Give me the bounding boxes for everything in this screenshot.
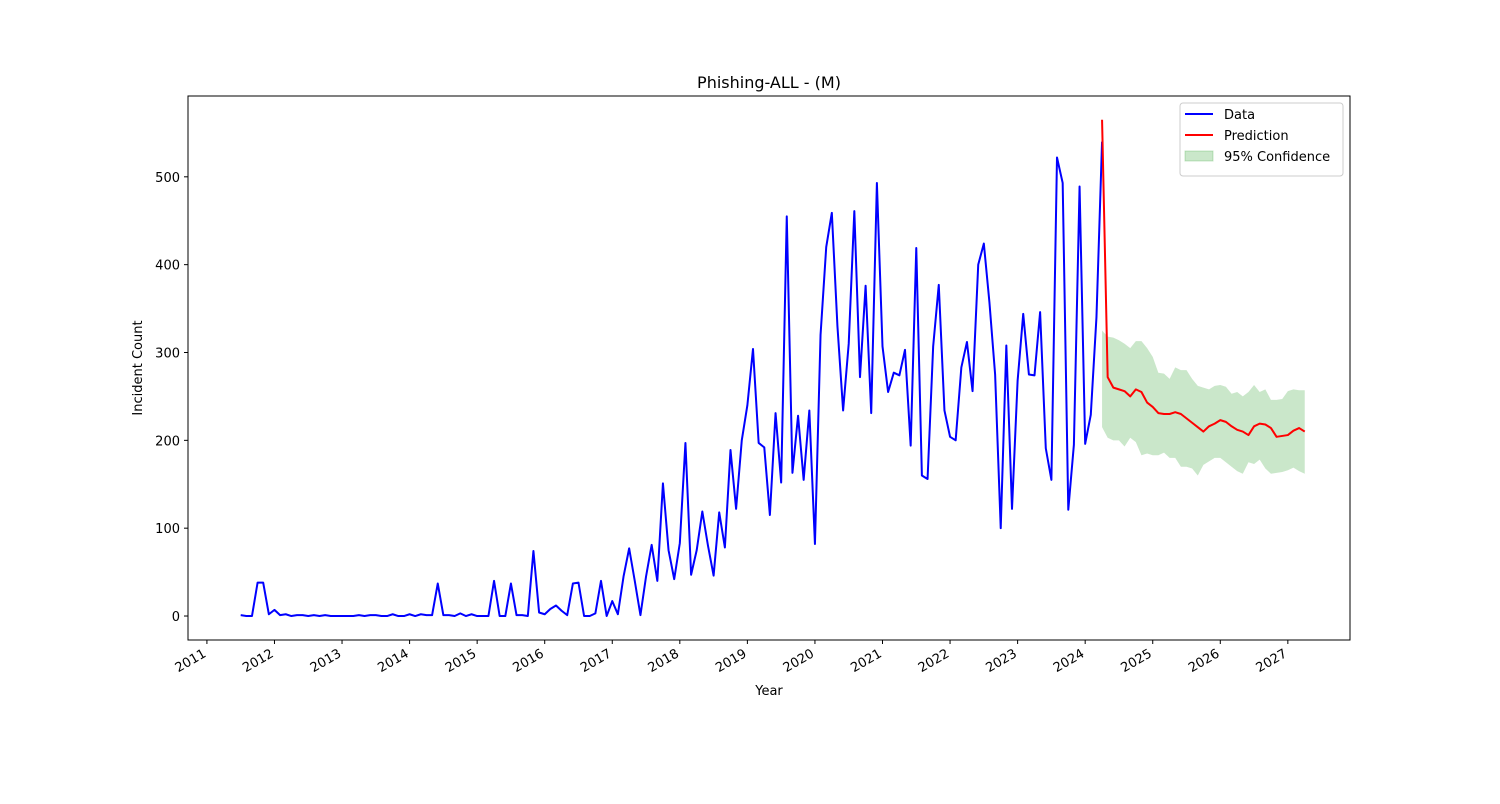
legend-label: 95% Confidence [1224,150,1330,165]
plot-frame [187,95,1351,641]
series-line [1101,119,1306,438]
x-tick-label: 2024 [1051,646,1087,676]
y-tick-label: 300 [155,346,180,361]
x-tick-label: 2022 [916,646,952,676]
x-tick-label: 2027 [1254,646,1290,676]
y-tick-label: 400 [155,259,180,274]
x-tick-label: 2019 [713,646,749,676]
x-tick-label: 2025 [1119,646,1155,676]
x-axis-label: Year [754,684,783,699]
legend-label: Data [1224,108,1255,123]
chart-title: Phishing-ALL - (M) [697,73,841,92]
x-tick-label: 2012 [240,646,276,676]
x-tick-label: 2016 [511,646,547,676]
confidence-band [1102,330,1305,476]
legend-swatch [1184,150,1214,162]
legend-box [1179,102,1344,177]
y-tick-label: 500 [155,171,180,186]
x-tick-label: 2015 [443,646,479,676]
x-tick-label: 2017 [578,646,614,676]
x-tick-label: 2023 [983,646,1019,676]
x-tick-label: 2013 [308,646,344,676]
y-axis-label: Incident Count [131,320,146,415]
x-tick-label: 2021 [848,646,884,676]
x-tick-label: 2014 [375,646,411,676]
y-tick-label: 200 [155,434,180,449]
x-tick-label: 2011 [173,646,209,676]
series-line [240,141,1104,618]
x-tick-label: 2018 [646,646,682,676]
legend-label: Prediction [1224,129,1289,144]
y-tick-label: 0 [172,610,180,625]
y-tick-label: 100 [155,522,180,537]
x-tick-label: 2026 [1186,646,1222,676]
x-tick-label: 2020 [781,646,817,676]
